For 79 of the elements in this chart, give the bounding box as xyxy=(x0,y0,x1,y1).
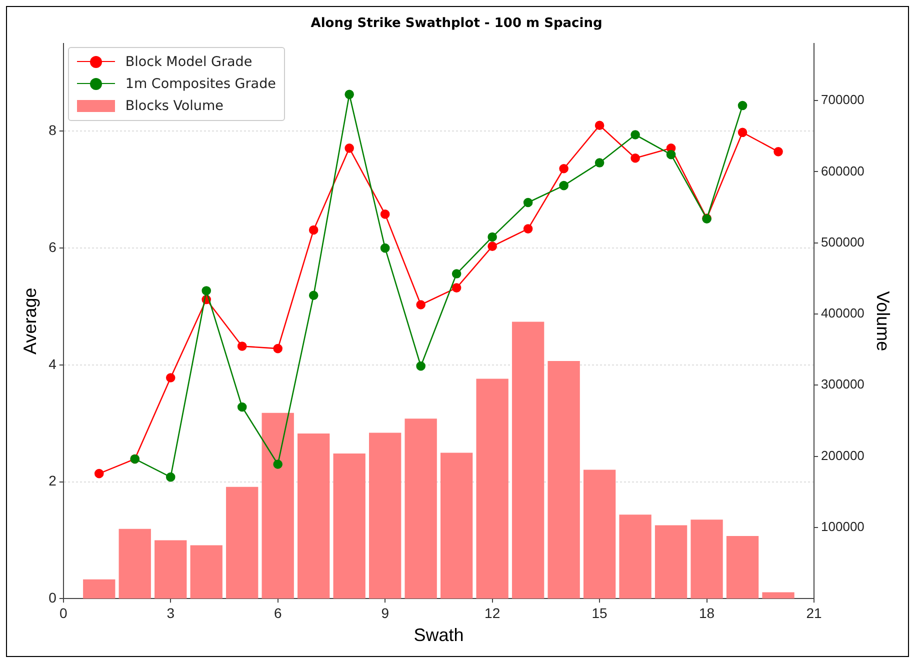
point xyxy=(523,224,533,234)
y-tick-label: 2 xyxy=(48,472,57,489)
point xyxy=(523,198,533,208)
bar xyxy=(726,536,759,599)
bar xyxy=(440,452,473,599)
bar xyxy=(654,525,688,599)
point xyxy=(559,180,568,190)
point xyxy=(344,144,354,153)
bar xyxy=(476,378,508,599)
point xyxy=(559,164,568,174)
x-tick-label: 18 xyxy=(699,604,715,621)
point xyxy=(273,460,283,469)
point xyxy=(738,100,748,110)
point xyxy=(488,242,497,251)
x-tick-label: 9 xyxy=(381,604,390,621)
bar xyxy=(762,592,794,599)
bar xyxy=(333,453,366,599)
y2-axis-title: Volume xyxy=(873,291,894,352)
bar xyxy=(298,434,330,599)
point xyxy=(202,286,212,296)
bar xyxy=(619,514,652,599)
point xyxy=(416,361,426,371)
bar xyxy=(262,412,294,599)
point xyxy=(738,128,748,138)
point xyxy=(594,158,604,168)
y-tick-label: 0 xyxy=(48,589,57,606)
point xyxy=(774,147,783,156)
point xyxy=(630,153,640,163)
y2-tick-label: 700000 xyxy=(821,92,864,108)
x-tick-label: 15 xyxy=(592,604,608,621)
x-axis-title: Swath xyxy=(414,625,464,646)
y-tick-label: 6 xyxy=(48,238,57,255)
bar xyxy=(226,486,258,599)
chart-title: Along Strike Swathplot - 100 m Spacing xyxy=(310,16,602,32)
bar xyxy=(190,545,222,599)
point xyxy=(452,283,462,292)
legend-label: Block Model Grade xyxy=(125,54,252,70)
point xyxy=(344,90,354,100)
x-tick-label: 6 xyxy=(274,604,282,621)
point xyxy=(594,120,604,130)
y2-tick-label: 300000 xyxy=(821,376,864,392)
point xyxy=(416,300,426,310)
bar xyxy=(154,540,187,599)
y-axis-title: Average xyxy=(20,288,40,354)
y2-tick-label: 100000 xyxy=(821,519,864,534)
point xyxy=(666,150,676,160)
bar xyxy=(512,322,544,599)
bar xyxy=(583,470,616,599)
y-tick-label: 8 xyxy=(48,122,57,138)
point xyxy=(308,290,318,300)
bar xyxy=(404,418,437,599)
point xyxy=(237,402,247,412)
point xyxy=(380,210,390,219)
point xyxy=(452,269,462,278)
point xyxy=(630,130,640,140)
point xyxy=(166,373,176,382)
y-tick-label: 4 xyxy=(48,356,57,372)
x-tick-label: 0 xyxy=(59,604,68,621)
y2-tick-label: 600000 xyxy=(821,163,864,178)
bar xyxy=(369,432,402,599)
point xyxy=(273,344,283,354)
bar xyxy=(118,528,151,599)
x-tick-label: 12 xyxy=(484,604,500,621)
bar xyxy=(690,520,723,599)
point xyxy=(166,472,176,482)
point xyxy=(94,468,104,478)
point xyxy=(488,232,497,242)
point xyxy=(380,243,390,253)
bar xyxy=(83,579,116,599)
point xyxy=(308,225,318,235)
bar xyxy=(548,360,580,599)
y2-tick-label: 200000 xyxy=(821,448,864,463)
legend-label: Blocks Volume xyxy=(125,98,224,114)
point xyxy=(237,342,247,351)
x-tick-label: 3 xyxy=(166,604,175,621)
y2-tick-label: 500000 xyxy=(821,234,864,250)
y2-tick-label: 400000 xyxy=(821,306,864,321)
legend-label: 1m Composites Grade xyxy=(125,76,276,92)
x-tick-label: 21 xyxy=(806,604,822,621)
